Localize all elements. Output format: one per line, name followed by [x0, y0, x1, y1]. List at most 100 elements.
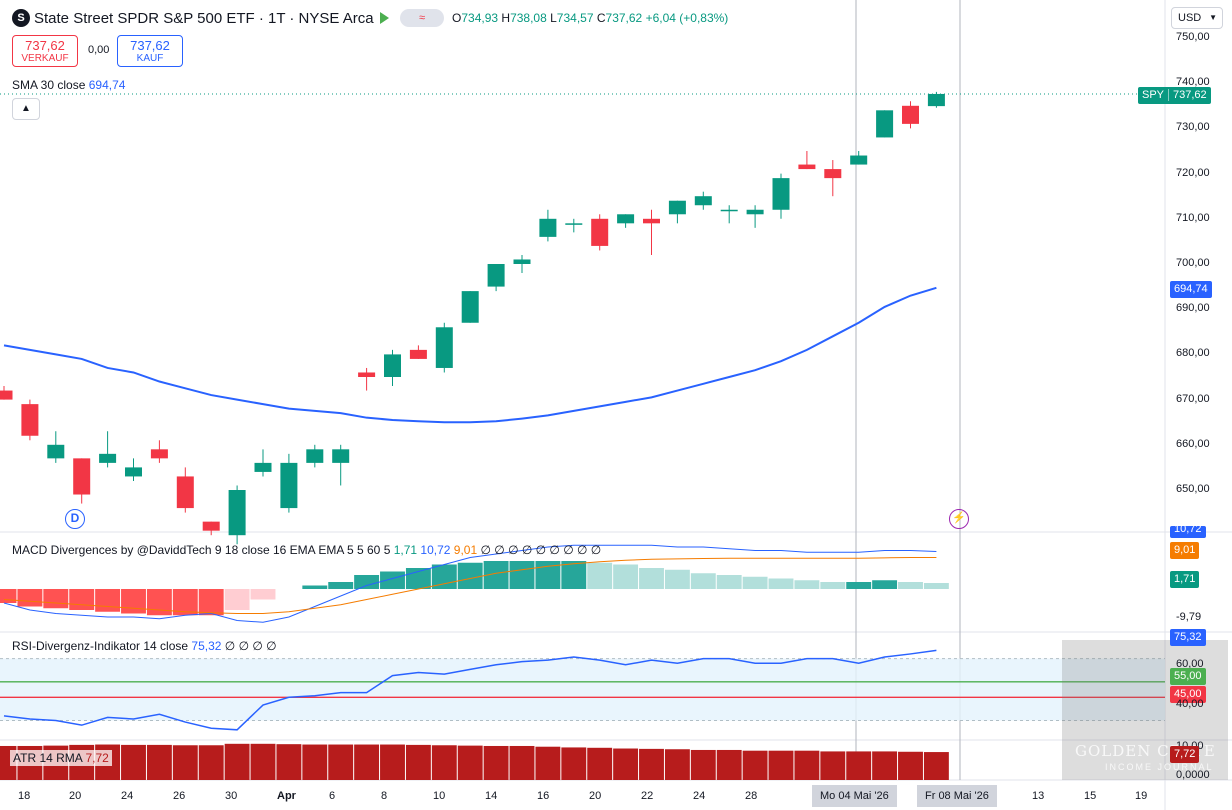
approx-icon: ≈: [418, 12, 426, 24]
candle-body: [176, 476, 194, 509]
macd-legend-name: MACD Divergences by @DaviddTech 9 18 clo…: [12, 543, 391, 557]
candle-body: [202, 521, 220, 531]
dividend-marker[interactable]: D: [65, 509, 85, 529]
candle-body: [409, 349, 427, 359]
currency-label: USD: [1178, 12, 1202, 24]
macd-line-value: 10,72: [420, 543, 451, 557]
atr-bar: [716, 749, 742, 780]
time-axis-label: 16: [537, 790, 550, 802]
time-axis-label: 13: [1032, 790, 1045, 802]
low-label: L: [550, 11, 557, 25]
price-axis-tick: 680,00: [1176, 347, 1210, 360]
candle-body: [591, 218, 609, 246]
chevron-down-icon: ▼: [1209, 13, 1217, 22]
watermark-subtitle: INCOME JOURNAL: [1105, 762, 1214, 772]
macd-hist-value: 1,71: [393, 543, 418, 557]
atr-legend-value: 7,72: [85, 751, 109, 765]
macd-histogram-bar: [742, 576, 768, 589]
atr-bar: [198, 745, 224, 780]
lightning-icon: ⚡: [952, 512, 966, 524]
atr-legend[interactable]: ATR 14 RMA 7,72: [10, 750, 112, 766]
macd-histogram-bar: [457, 562, 483, 589]
symbol-title[interactable]: State Street SPDR S&P 500 ETF · 1T · NYS…: [34, 10, 374, 27]
atr-bar: [872, 751, 898, 780]
macd-histogram-bar: [561, 561, 587, 589]
candle-body: [21, 404, 39, 436]
candle-body: [643, 218, 660, 224]
buy-price: 737,62: [130, 38, 170, 53]
time-axis-highlight-2: Fr 08 Mai '26: [917, 785, 997, 807]
candle-body: [150, 449, 168, 459]
time-axis-label: 8: [381, 790, 388, 802]
dividend-icon: D: [70, 511, 80, 525]
macd-histogram-bar: [923, 583, 949, 589]
candle-body: [332, 449, 350, 463]
atr-axis-tick-0: 0,0000: [1176, 769, 1210, 781]
macd-histogram-bar: [898, 582, 923, 589]
rsi-value-tag: 75,32: [1170, 629, 1206, 646]
price-axis-tick: 730,00: [1176, 121, 1210, 134]
macd-histogram-bar: [121, 589, 146, 614]
macd-histogram-bar: [664, 569, 690, 589]
price-axis-tick: 720,00: [1176, 166, 1210, 179]
candle-body: [461, 291, 479, 323]
atr-bar: [923, 752, 949, 780]
time-axis-label: 20: [589, 790, 602, 802]
atr-bar: [328, 744, 354, 780]
macd-histogram-bar: [639, 568, 664, 589]
atr-bar: [405, 744, 431, 780]
macd-signal-line: [3, 556, 937, 614]
macd-histogram-bar: [380, 571, 405, 589]
atr-bar: [224, 743, 250, 780]
candle-body: [358, 372, 376, 377]
candle-body: [99, 453, 117, 463]
macd-histogram-bar: [613, 564, 639, 589]
sma-line: [3, 286, 937, 424]
candle-body: [487, 264, 505, 287]
time-axis-label: 30: [225, 790, 238, 802]
rsi-legend[interactable]: RSI-Divergenz-Indikator 14 close 75,32 ∅…: [12, 639, 277, 653]
macd-histogram-bar: [768, 578, 794, 589]
sell-button[interactable]: 737,62 VERKAUF: [12, 35, 78, 67]
macd-histogram-bar: [794, 580, 820, 589]
price-axis-tick: 710,00: [1176, 211, 1210, 224]
time-axis-label: Apr: [277, 790, 296, 802]
rsi-legend-extra: ∅ ∅ ∅ ∅: [224, 639, 277, 653]
time-axis-label: 15: [1084, 790, 1097, 802]
candle-body: [746, 209, 764, 215]
market-status-flag-icon: [380, 12, 389, 24]
macd-histogram-bar: [872, 580, 898, 589]
data-mode-toggle[interactable]: ≈: [400, 9, 444, 27]
macd-histogram-bar: [302, 585, 328, 589]
atr-bar: [898, 751, 923, 780]
atr-bar: [431, 745, 457, 780]
time-axis-label: 24: [693, 790, 706, 802]
time-axis-label: 6: [329, 790, 336, 802]
price-axis-tick: 740,00: [1176, 76, 1210, 89]
high-value: 738,08: [510, 11, 547, 25]
price-axis-tick: 660,00: [1176, 437, 1210, 450]
buy-button[interactable]: 737,62 KAUF: [117, 35, 183, 67]
sma-legend[interactable]: SMA 30 close 694,74: [12, 78, 125, 92]
candle-body: [668, 200, 686, 215]
macd-histogram-bar: [95, 589, 121, 612]
atr-bar: [794, 750, 820, 780]
macd-histogram-bar: [146, 589, 172, 616]
macd-histogram-bar: [43, 589, 69, 609]
time-axis-label: 20: [69, 790, 82, 802]
low-value: 734,57: [556, 11, 594, 25]
sell-label: VERKAUF: [21, 53, 69, 64]
collapse-legend-button[interactable]: ▲: [12, 98, 40, 120]
currency-select[interactable]: USD ▼: [1171, 7, 1223, 29]
candle-body: [927, 93, 945, 107]
macd-legend[interactable]: MACD Divergences by @DaviddTech 9 18 clo…: [12, 543, 601, 557]
sell-price: 737,62: [25, 38, 65, 53]
time-axis-label: 26: [173, 790, 186, 802]
candle-body: [280, 462, 298, 509]
macd-hist-tag: 1,71: [1170, 571, 1200, 588]
earnings-marker[interactable]: ⚡: [949, 509, 969, 529]
chevron-up-icon: ▲: [21, 103, 31, 114]
candle-body: [876, 110, 894, 138]
atr-bar: [639, 748, 664, 780]
